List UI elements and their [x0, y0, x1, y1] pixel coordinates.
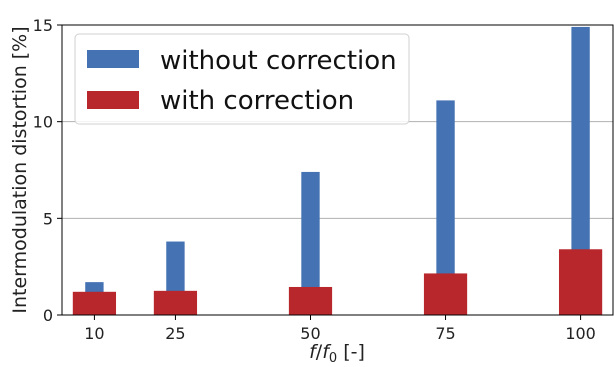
- legend: without correction with correction: [74, 33, 410, 125]
- bar-with-correction-100: [558, 249, 603, 315]
- legend-label-without-correction: without correction: [160, 46, 397, 76]
- legend-swatch-with-correction: [87, 91, 139, 109]
- legend-label-with-correction: with correction: [160, 86, 354, 116]
- bar-with-correction-10: [72, 291, 117, 315]
- x-tick-label: 50: [300, 324, 320, 343]
- bar-with-correction-25: [153, 290, 198, 315]
- y-axis-label: Intermodulation distortion [%]: [9, 26, 31, 313]
- y-tick-label: 10: [33, 113, 53, 132]
- bar-with-correction-75: [423, 273, 468, 315]
- x-tick-label: 25: [165, 324, 185, 343]
- y-axis: 0 5 10 15: [33, 16, 62, 325]
- bar-without-correction-100: [571, 26, 590, 316]
- bar-without-correction-75: [436, 100, 455, 316]
- y-tick-label: 5: [43, 209, 53, 228]
- y-tick-label: 0: [43, 306, 53, 325]
- legend-swatch-without-correction: [87, 50, 139, 68]
- y-tick-label: 15: [33, 16, 53, 35]
- x-tick-label: 10: [84, 324, 104, 343]
- x-tick-label: 75: [435, 324, 455, 343]
- x-tick-label: 100: [565, 324, 596, 343]
- bar-with-correction-50: [288, 286, 333, 315]
- bar-without-correction-50: [301, 171, 320, 315]
- bars: [72, 26, 603, 316]
- x-axis-label: f/f0 [-]: [309, 341, 365, 366]
- plot-frame: [61, 24, 614, 316]
- legend-box: [74, 33, 410, 125]
- x-axis: 10 25 50 75 100: [84, 315, 596, 343]
